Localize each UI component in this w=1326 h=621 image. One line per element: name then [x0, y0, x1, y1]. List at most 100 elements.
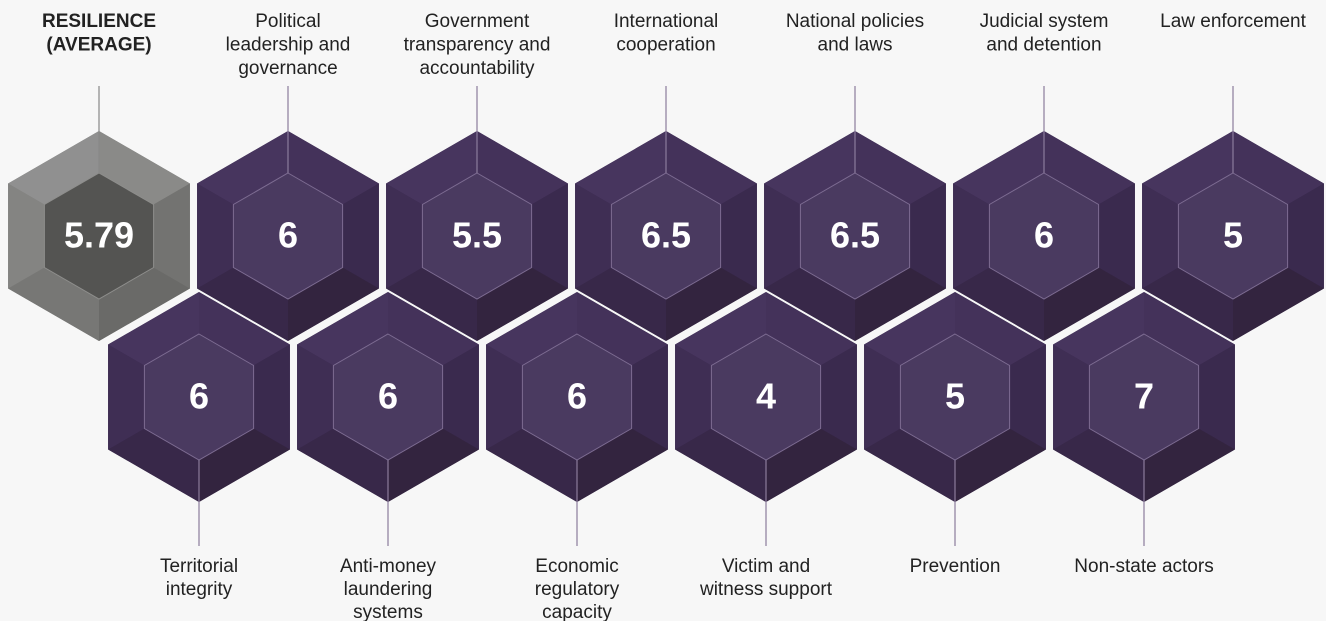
hex-facet: [1233, 267, 1324, 341]
hex-inner: [421, 172, 533, 300]
hex-facet: [477, 267, 568, 341]
hex-value: 5: [945, 376, 965, 417]
hex-facet: [8, 183, 45, 289]
hex-facet: [8, 267, 100, 341]
hex-facet: [909, 183, 946, 289]
hex-facet: [297, 428, 388, 502]
hex-item: 5.79 RESILIENCE (AVERAGE): [8, 11, 190, 341]
hex-label: accountability: [419, 58, 535, 79]
hex-label: International: [614, 11, 719, 32]
hex-facet: [1044, 267, 1135, 341]
hex-item: 5 Prevention: [864, 292, 1046, 577]
hex-facet: [864, 428, 955, 502]
hex-facet: [1044, 131, 1135, 205]
hex-label: National policies: [786, 11, 924, 32]
hex-facet: [955, 428, 1046, 502]
hex-facet: [108, 428, 199, 502]
hex-label: Anti-money: [340, 556, 437, 577]
hex-facet: [297, 292, 388, 366]
hex-facet: [855, 267, 946, 341]
hex-facet: [575, 131, 666, 205]
hex-facet: [199, 292, 290, 366]
hex-facet: [288, 267, 379, 341]
hex-label: and laws: [818, 35, 893, 56]
hex-label: (AVERAGE): [46, 35, 151, 56]
hex-facet: [99, 267, 190, 341]
hex-facet: [675, 292, 766, 366]
hex-facet: [1142, 131, 1233, 205]
hex-item: 6.5 National policies and laws: [764, 11, 946, 341]
hex-label: Economic: [535, 556, 618, 577]
hex-label: RESILIENCE: [42, 11, 156, 32]
hex-facet: [577, 292, 668, 366]
hex-facet: [1098, 183, 1135, 289]
hex-facet: [577, 428, 668, 502]
hex-facet: [675, 344, 712, 450]
hex-facet: [953, 183, 990, 289]
hex-facet: [575, 183, 612, 289]
hex-facet: [575, 267, 666, 341]
hex-label: Political: [255, 11, 320, 32]
hex-facet: [197, 183, 234, 289]
hex-value: 6: [567, 376, 587, 417]
hex-item: 5 Law enforcement: [1142, 11, 1324, 341]
hex-inner: [232, 172, 344, 300]
hex-facet: [953, 267, 1044, 341]
hex-facet: [531, 183, 568, 289]
hex-label: leadership and: [226, 35, 351, 56]
hex-label: Victim and: [722, 556, 810, 577]
hex-facet: [442, 344, 479, 450]
hex-label: integrity: [166, 579, 233, 600]
hex-facet: [766, 428, 857, 502]
hex-value: 6: [378, 376, 398, 417]
hex-facet: [764, 267, 855, 341]
hex-facet: [342, 183, 379, 289]
hex-facet: [855, 131, 946, 205]
hex-facet: [1053, 428, 1144, 502]
hex-label: Prevention: [910, 556, 1001, 577]
hex-facet: [631, 344, 668, 450]
hex-item: 6 Judicial system and detention: [953, 11, 1135, 341]
hex-facet: [386, 267, 477, 341]
hex-facet: [199, 428, 290, 502]
hex-facet: [953, 131, 1044, 205]
hex-label: systems: [353, 602, 423, 621]
hex-facet: [1144, 428, 1235, 502]
hex-value: 7: [1134, 376, 1154, 417]
hex-label: transparency and: [404, 35, 551, 56]
hex-item: 7 Non-state actors: [1053, 292, 1235, 577]
hex-facet: [477, 131, 568, 205]
hex-label: Government: [425, 11, 530, 32]
hex-facet: [766, 292, 857, 366]
hex-facet: [764, 131, 855, 205]
hex-facet: [8, 131, 100, 205]
hex-facet: [1053, 292, 1144, 366]
hex-facet: [197, 267, 288, 341]
hex-facet: [864, 292, 955, 366]
hex-facet: [99, 131, 190, 205]
hex-label: witness support: [699, 579, 833, 600]
hex-label: laundering: [344, 579, 433, 600]
hex-facet: [666, 267, 757, 341]
hex-facet: [666, 131, 757, 205]
hex-facet: [820, 344, 857, 450]
hex-facet: [108, 292, 199, 366]
hex-facet: [253, 344, 290, 450]
hex-facet: [388, 292, 479, 366]
hex-value: 6: [278, 215, 298, 256]
hex-value: 4: [756, 376, 776, 417]
hex-inner: [1177, 172, 1289, 300]
hex-facet: [486, 428, 577, 502]
hex-facet: [1198, 344, 1235, 450]
hex-facet: [386, 183, 423, 289]
hex-facet: [720, 183, 757, 289]
hex-facet: [1142, 183, 1179, 289]
hex-value: 6.5: [641, 215, 691, 256]
hex-value: 6.5: [830, 215, 880, 256]
hex-value: 5.5: [452, 215, 502, 256]
